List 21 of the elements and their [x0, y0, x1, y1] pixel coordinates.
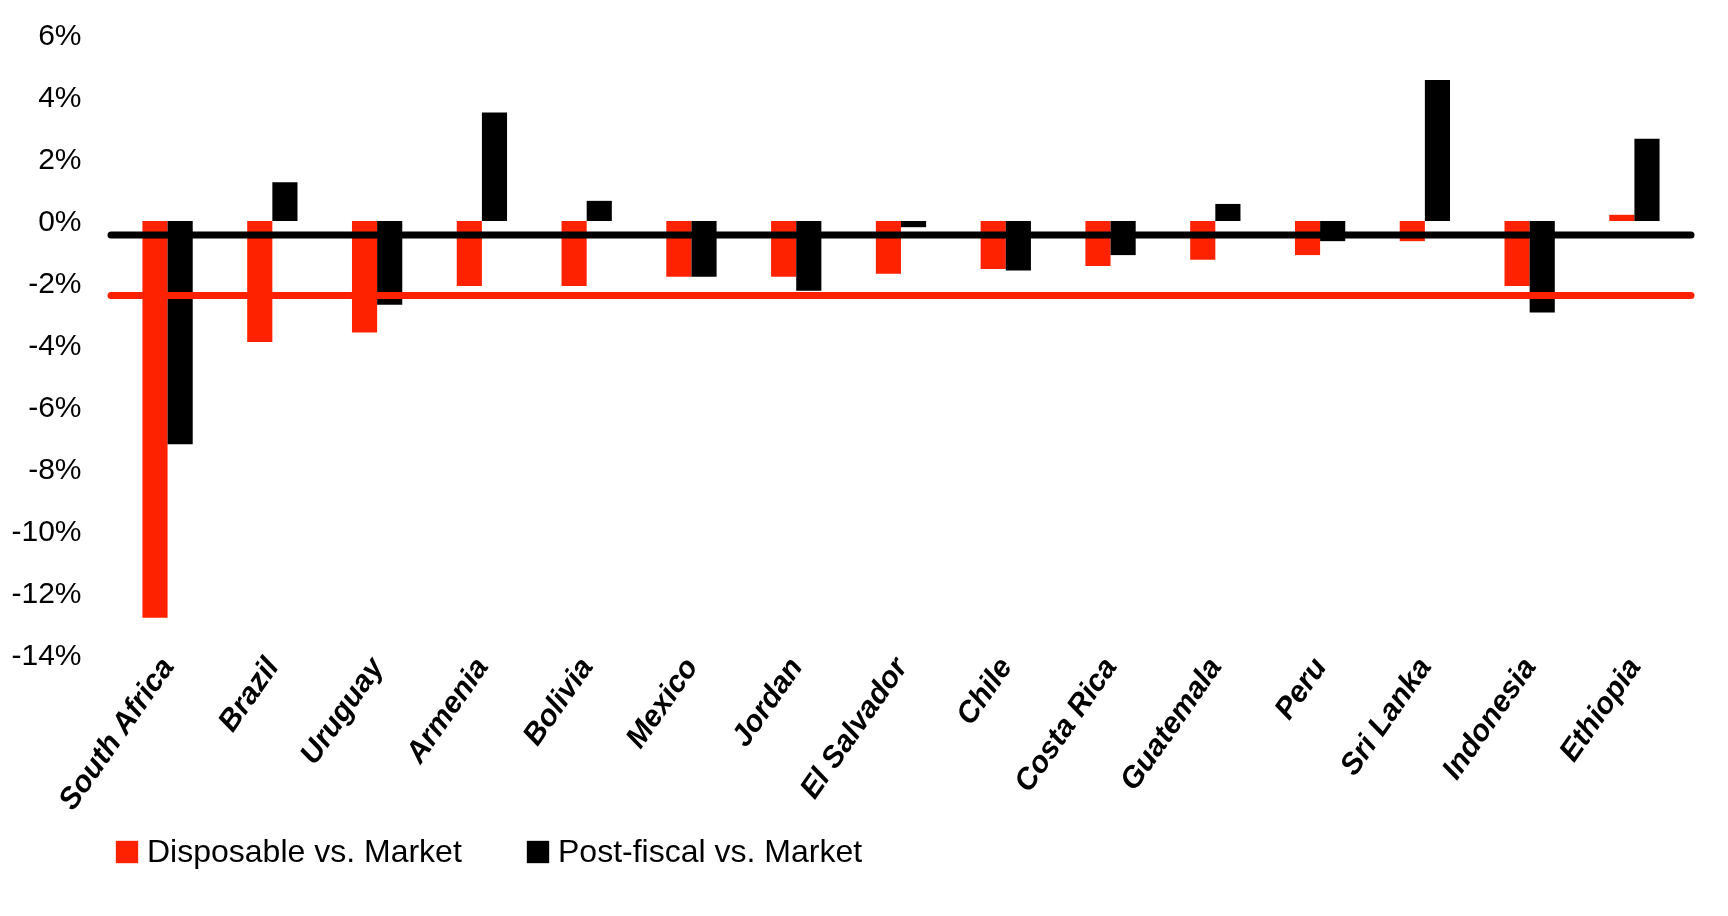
y-tick-label: -4%	[28, 327, 82, 361]
y-tick-label: 6%	[38, 17, 82, 51]
y-tick-label: -2%	[28, 265, 82, 299]
bar	[1634, 138, 1660, 221]
bar	[586, 200, 612, 221]
bar	[1609, 214, 1635, 221]
legend-label: Post-fiscal vs. Market	[558, 833, 863, 869]
y-tick-label: 4%	[38, 79, 82, 113]
bar	[481, 112, 508, 221]
bar	[1215, 203, 1241, 221]
bar	[272, 182, 298, 221]
y-tick-label: -8%	[28, 451, 82, 485]
y-tick-label: 2%	[38, 141, 82, 175]
legend-label: Disposable vs. Market	[147, 833, 462, 869]
y-tick-label: -6%	[28, 389, 82, 423]
y-tick-label: 0%	[38, 203, 82, 237]
bar	[901, 221, 927, 228]
y-tick-label: -10%	[11, 513, 82, 547]
bar	[1424, 79, 1451, 221]
y-tick-label: -12%	[11, 575, 82, 609]
y-tick-label: -14%	[11, 637, 82, 671]
